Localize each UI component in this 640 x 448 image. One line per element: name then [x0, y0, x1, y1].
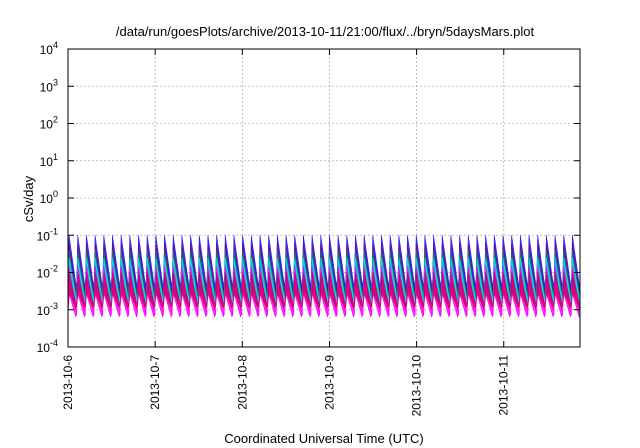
y-tick-exponent: 3 [53, 77, 58, 87]
y-tick-exponent: 4 [53, 40, 58, 50]
x-axis-label: Coordinated Universal Time (UTC) [224, 431, 423, 446]
y-tick-label: 10-1 [37, 226, 58, 243]
y-tick-exponent: -1 [50, 226, 58, 236]
y-tick-exponent: -4 [50, 338, 58, 348]
y-tick-label: 103 [40, 77, 58, 94]
x-tick-label: 2013-10-8 [235, 355, 249, 410]
y-tick-exponent: -3 [50, 301, 58, 311]
y-tick-exponent: 0 [53, 189, 58, 199]
x-tick-label: 2013-10-6 [61, 355, 75, 410]
y-tick-label: 102 [40, 115, 58, 132]
y-tick-base: 10 [37, 304, 51, 318]
y-tick-base: 10 [37, 267, 51, 281]
y-tick-base: 10 [40, 80, 54, 94]
y-tick-label: 101 [40, 152, 58, 169]
x-axis: 2013-10-6 2013-10-7 2013-10-8 2013-10-9 2013… [61, 49, 511, 416]
y-tick-label: 100 [40, 189, 58, 206]
y-tick-exponent: 2 [53, 115, 58, 125]
y-tick-exponent: 1 [53, 152, 58, 162]
series-bands [67, 235, 581, 319]
y-tick-exponent: -2 [50, 264, 58, 274]
y-tick-label: 10-2 [37, 264, 58, 281]
y-tick-base: 10 [37, 229, 51, 243]
y-tick-label: 10-4 [37, 338, 58, 355]
y-axis-label: cSv/day [21, 175, 36, 222]
x-tick-label: 2013-10-9 [322, 355, 336, 410]
y-tick-base: 10 [37, 341, 51, 355]
y-tick-base: 10 [40, 43, 54, 57]
y-tick-base: 10 [40, 118, 54, 132]
x-tick-label: 2013-10-11 [497, 355, 511, 416]
y-tick-label: 104 [40, 40, 58, 57]
y-tick-label: 10-3 [37, 301, 58, 318]
y-tick-base: 10 [40, 192, 54, 206]
x-tick-label: 2013-10-10 [410, 355, 424, 417]
x-tick-label: 2013-10-7 [148, 355, 162, 410]
y-tick-base: 10 [40, 155, 54, 169]
chart-title: /data/run/goesPlots/archive/2013-10-11/2… [116, 24, 535, 39]
